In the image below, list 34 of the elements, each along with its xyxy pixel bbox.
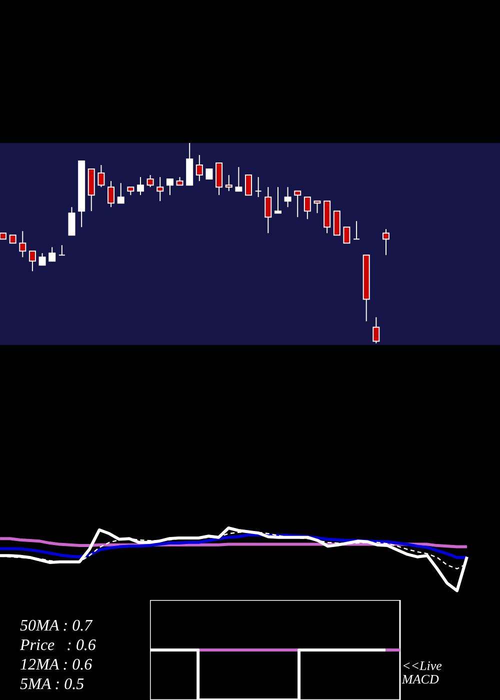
candlestick: [382, 228, 390, 256]
candlestick: [245, 174, 252, 196]
candlestick: [146, 174, 154, 188]
candlestick: [254, 176, 262, 198]
text: 50MA : 0.7: [20, 618, 94, 635]
candlestick: [294, 190, 302, 218]
candlestick: [304, 196, 311, 220]
candlestick: [19, 230, 26, 258]
candlestick: [225, 174, 232, 192]
candlestick: [206, 168, 213, 180]
candlestick: [196, 154, 203, 182]
candlestick: [264, 186, 272, 234]
candlestick: [68, 206, 76, 236]
candlestick: [136, 176, 144, 196]
candlestick: [235, 166, 242, 192]
text: Price : 0.6: [19, 637, 96, 654]
text: <<Live MACD: [401, 658, 442, 686]
candlestick: [28, 250, 36, 272]
candlestick: [372, 316, 380, 344]
text: 12MA : 0.6: [20, 656, 92, 674]
candlestick: [284, 186, 292, 208]
candlestick: [353, 220, 360, 240]
candlestick: [108, 180, 115, 208]
text: 5MA : 0.5: [20, 676, 84, 694]
candlestick: [48, 246, 56, 262]
candlestick: [156, 176, 164, 202]
candlestick: [58, 244, 66, 256]
candlestick: [38, 252, 46, 266]
candlestick: [98, 164, 105, 188]
candlestick: [166, 178, 174, 196]
candlestick: [343, 226, 350, 244]
candlestick: [274, 186, 282, 214]
candlestick: [117, 182, 124, 204]
candlestick: [314, 200, 321, 214]
